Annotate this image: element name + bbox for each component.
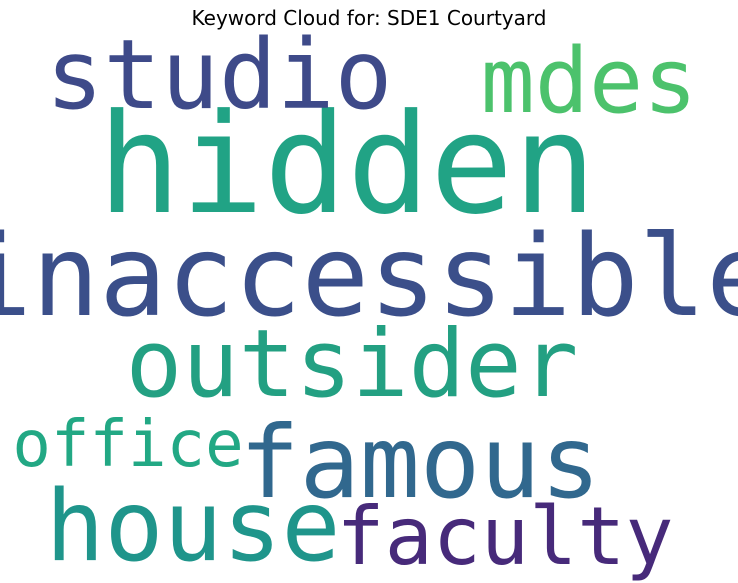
word-famous: famous bbox=[239, 404, 600, 521]
word-mdes: mdes bbox=[481, 29, 698, 134]
word-outsider: outsider bbox=[126, 310, 579, 419]
word-studio: studio bbox=[46, 19, 393, 131]
word-house: house bbox=[45, 470, 340, 583]
page-title: Keyword Cloud for: SDE1 Courtyard bbox=[191, 6, 547, 30]
word-faculty: faculty bbox=[336, 490, 673, 583]
word-inaccessible: inaccessible bbox=[0, 212, 738, 342]
word-office: office bbox=[12, 408, 243, 482]
word-hidden: hidden bbox=[98, 84, 597, 245]
